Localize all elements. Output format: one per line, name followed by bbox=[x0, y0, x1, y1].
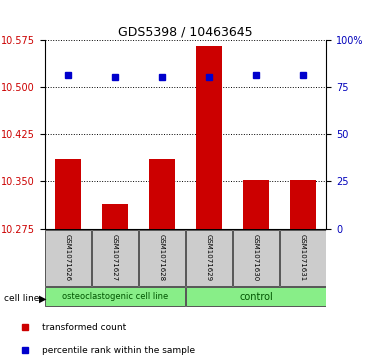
FancyBboxPatch shape bbox=[46, 287, 184, 306]
Bar bbox=[102, 204, 128, 229]
Text: transformed count: transformed count bbox=[42, 323, 126, 332]
Bar bbox=[196, 46, 222, 229]
Text: GSM1071629: GSM1071629 bbox=[206, 234, 212, 281]
Bar bbox=[149, 159, 175, 229]
FancyBboxPatch shape bbox=[280, 230, 325, 286]
Text: GSM1071626: GSM1071626 bbox=[65, 234, 71, 281]
Bar bbox=[243, 180, 269, 229]
Text: GSM1071627: GSM1071627 bbox=[112, 234, 118, 281]
Text: percentile rank within the sample: percentile rank within the sample bbox=[42, 346, 195, 355]
FancyBboxPatch shape bbox=[46, 230, 91, 286]
FancyBboxPatch shape bbox=[92, 230, 138, 286]
FancyBboxPatch shape bbox=[139, 230, 184, 286]
Bar bbox=[290, 180, 316, 229]
Text: GSM1071631: GSM1071631 bbox=[300, 234, 306, 281]
Title: GDS5398 / 10463645: GDS5398 / 10463645 bbox=[118, 26, 253, 39]
Bar bbox=[55, 159, 81, 229]
Text: osteoclastogenic cell line: osteoclastogenic cell line bbox=[62, 292, 168, 301]
FancyBboxPatch shape bbox=[187, 230, 232, 286]
Text: GSM1071630: GSM1071630 bbox=[253, 234, 259, 281]
Text: GSM1071628: GSM1071628 bbox=[159, 234, 165, 281]
Text: control: control bbox=[239, 292, 273, 302]
Text: cell line: cell line bbox=[4, 294, 39, 303]
FancyBboxPatch shape bbox=[233, 230, 279, 286]
FancyBboxPatch shape bbox=[187, 287, 325, 306]
Text: ▶: ▶ bbox=[39, 294, 46, 304]
